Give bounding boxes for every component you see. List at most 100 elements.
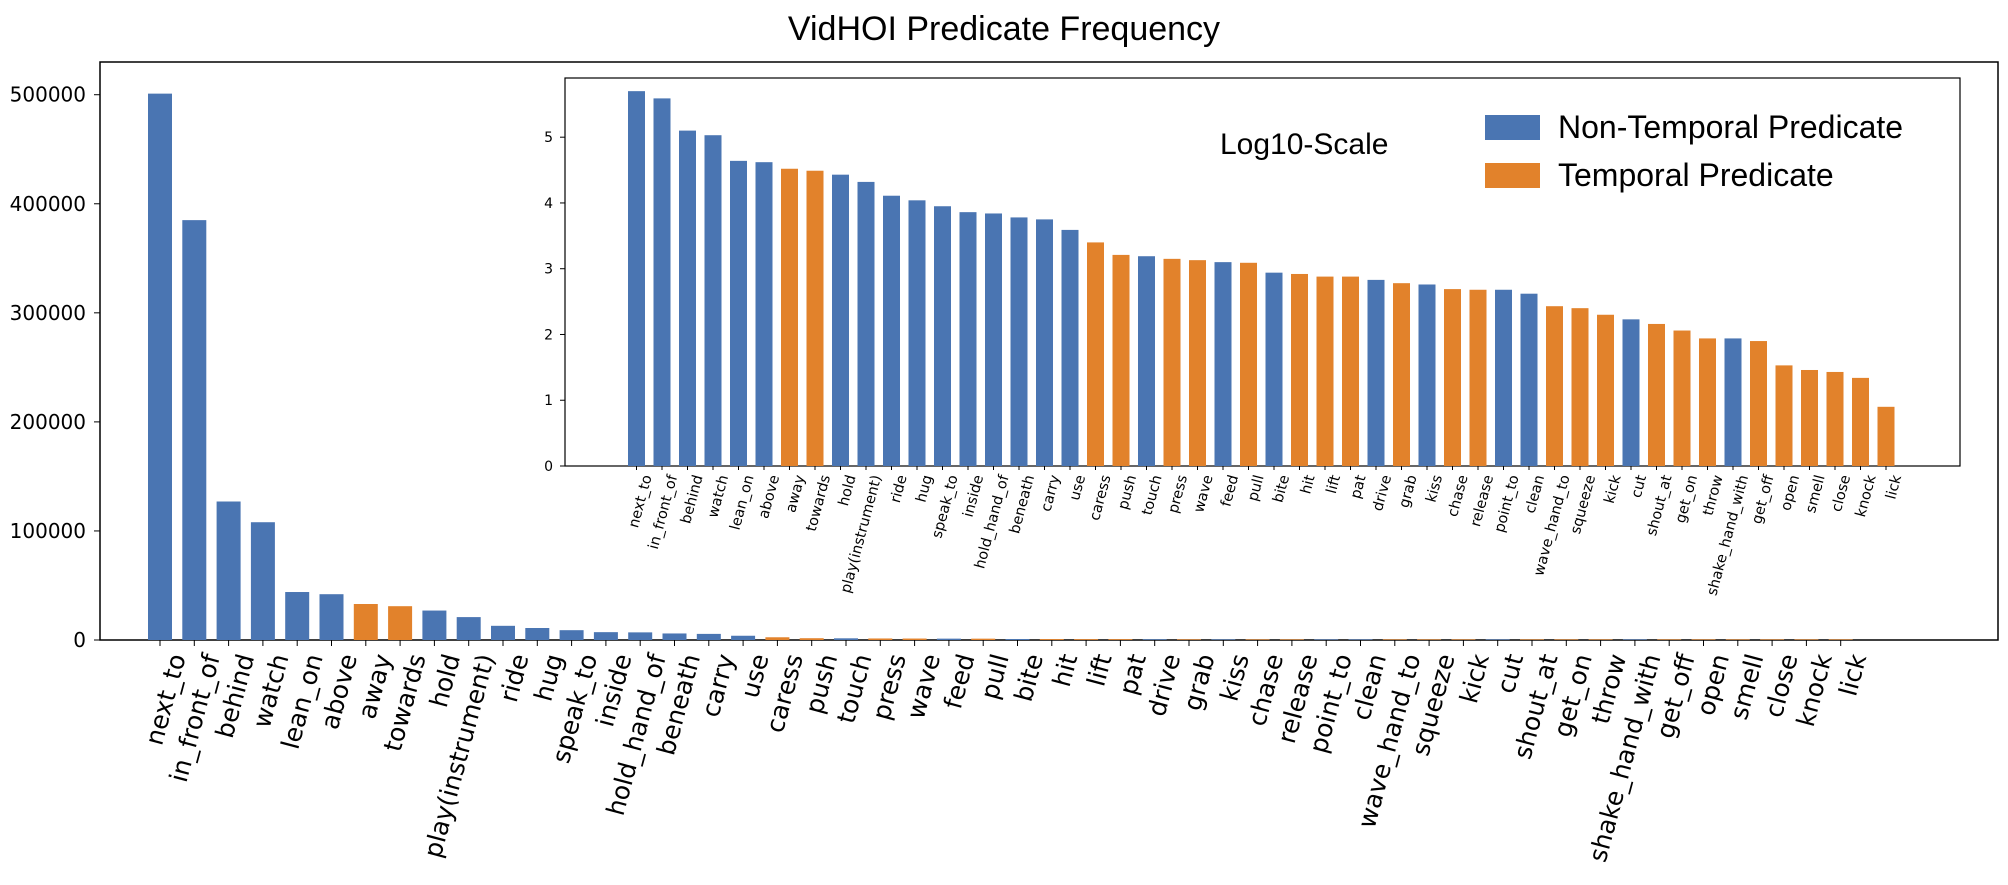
inset-bar-throw bbox=[1699, 338, 1716, 466]
inset-x-tick-label: drive bbox=[1370, 473, 1395, 513]
inset-x-tick-label: kiss bbox=[1424, 473, 1447, 504]
inset-bar-away bbox=[781, 168, 798, 466]
inset-y-tick-label: 4 bbox=[544, 196, 553, 212]
inset-bar-inside bbox=[959, 212, 977, 466]
inset-bar-point-to bbox=[1495, 289, 1512, 466]
main-x-tick-label: pat bbox=[1113, 651, 1152, 698]
inset-bar-pull bbox=[1240, 262, 1257, 466]
legend: Non-Temporal Predicate Temporal Predicat… bbox=[1485, 109, 1903, 193]
inset-x-tick-label: kick bbox=[1602, 473, 1625, 506]
main-bar-lick bbox=[1828, 639, 1853, 640]
main-bar-hold bbox=[422, 610, 447, 640]
inset-x-tick-label: throw bbox=[1700, 473, 1726, 517]
inset-bar-use bbox=[1061, 229, 1079, 466]
main-bar-clean bbox=[1348, 639, 1373, 640]
inset-x-tick-label: pat bbox=[1348, 473, 1370, 500]
chart-title: VidHOI Predicate Frequency bbox=[788, 10, 1220, 48]
main-bars bbox=[148, 93, 1853, 640]
inset-bar-hit bbox=[1291, 273, 1308, 466]
main-bar-grab bbox=[1177, 639, 1201, 640]
main-bar-next-to bbox=[148, 93, 172, 640]
inset-x-tick-label: lick bbox=[1883, 473, 1905, 501]
inset-x-tick-label: caress bbox=[1087, 473, 1114, 522]
inset-bar-behind bbox=[679, 130, 696, 467]
inset-bar-hold-hand-of bbox=[985, 213, 1002, 466]
inset-x-tick-label: push bbox=[1116, 473, 1141, 511]
main-bar-kick bbox=[1451, 639, 1476, 640]
main-bar-caress bbox=[765, 637, 790, 640]
inset-x-tick-label: hold bbox=[836, 473, 860, 507]
inset-bar-lick bbox=[1877, 406, 1895, 466]
inset-x-tick-label: squeeze bbox=[1568, 473, 1599, 535]
inset-bar-clean bbox=[1520, 293, 1538, 466]
inset-bar-open bbox=[1775, 365, 1793, 466]
inset-bar-play-instrument bbox=[857, 181, 875, 466]
legend-swatch-temporal bbox=[1485, 163, 1540, 188]
inset-bar-in-front-of bbox=[653, 98, 671, 466]
inset-bar-wave bbox=[1189, 260, 1206, 466]
main-bar-behind bbox=[216, 501, 241, 640]
inset-x-tick-label: lean_on bbox=[728, 473, 758, 532]
inset-bar-get-on bbox=[1673, 330, 1691, 466]
inset-bar-hug bbox=[908, 200, 926, 466]
main-bar-away bbox=[353, 604, 378, 640]
main-bar-wave bbox=[902, 638, 927, 640]
legend-label-non-temporal: Non-Temporal Predicate bbox=[1558, 109, 1903, 145]
main-bar-release bbox=[1279, 639, 1304, 640]
main-bar-press bbox=[868, 638, 893, 640]
main-x-axis: next_toin_front_ofbehindwatchlean_onabov… bbox=[139, 640, 1872, 865]
inset-bar-cut bbox=[1622, 319, 1640, 466]
main-bar-hit bbox=[1039, 639, 1064, 640]
main-y-axis: 0 100000 200000 300000 400000 500000 bbox=[10, 83, 100, 652]
main-bar-throw bbox=[1588, 639, 1613, 640]
main-bar-bite bbox=[1005, 639, 1030, 640]
inset-x-tick-label: hug bbox=[914, 473, 937, 504]
main-bar-close bbox=[1760, 639, 1785, 640]
main-bar-cut bbox=[1485, 639, 1510, 640]
inset-y-tick-label: 5 bbox=[544, 130, 553, 146]
inset-x-tick-label: point_to bbox=[1492, 473, 1523, 534]
inset-bar-smell bbox=[1801, 369, 1818, 466]
inset-x-tick-label: close bbox=[1829, 473, 1854, 513]
main-x-tick-label: lift bbox=[1081, 651, 1117, 690]
inset-x-tick-label: inside bbox=[961, 473, 988, 519]
inset-bar-squeeze bbox=[1571, 308, 1589, 466]
main-bar-shake-hand-with bbox=[1622, 639, 1647, 640]
main-bar-in-front-of bbox=[182, 220, 207, 640]
main-y-tick-label: 200000 bbox=[10, 410, 86, 434]
main-bar-play-instrument bbox=[456, 617, 481, 640]
inset-x-tick-label: bite bbox=[1270, 473, 1293, 504]
main-bar-get-off bbox=[1657, 639, 1682, 640]
inset-bar-wave-hand-to bbox=[1546, 306, 1563, 466]
inset-x-tick-label: ride bbox=[888, 473, 911, 504]
legend-swatch-non-temporal bbox=[1485, 115, 1540, 140]
inset-bar-release bbox=[1469, 289, 1487, 466]
inset-bar-grab bbox=[1393, 283, 1410, 466]
inset-x-tick-label: pull bbox=[1245, 473, 1267, 503]
inset-bar-speak-to bbox=[934, 206, 951, 467]
inset-x-tick-label: wave bbox=[1191, 473, 1216, 514]
inset-x-tick-label: next_to bbox=[626, 473, 655, 529]
inset-x-tick-label: towards bbox=[804, 473, 834, 533]
inset-bar-kick bbox=[1597, 314, 1614, 466]
main-bar-lean-on bbox=[285, 592, 310, 640]
inset-x-tick-label: above bbox=[756, 473, 783, 520]
main-bar-wave-hand-to bbox=[1382, 639, 1407, 640]
inset-x-tick-label: watch bbox=[705, 473, 732, 519]
inset-y-tick-label: 0 bbox=[544, 459, 553, 475]
main-bar-drive bbox=[1142, 639, 1167, 640]
inset-x-tick-label: carry bbox=[1039, 473, 1064, 513]
inset-x-axis: next_toin_front_ofbehindwatchlean_onabov… bbox=[626, 466, 1905, 597]
main-bar-pat bbox=[1108, 639, 1133, 640]
inset-bar-beneath bbox=[1010, 217, 1028, 466]
inset-bar-get-off bbox=[1750, 341, 1767, 466]
main-bar-open bbox=[1691, 639, 1716, 640]
inset-bar-caress bbox=[1087, 242, 1104, 466]
inset-x-tick-label: behind bbox=[678, 473, 706, 525]
inset-x-tick-label: get_on bbox=[1673, 473, 1701, 525]
inset-bar-shout-at bbox=[1648, 323, 1665, 466]
inset-x-tick-label: use bbox=[1067, 473, 1089, 502]
main-bar-chase bbox=[1245, 639, 1270, 640]
inset-y-tick-label: 1 bbox=[544, 393, 553, 409]
